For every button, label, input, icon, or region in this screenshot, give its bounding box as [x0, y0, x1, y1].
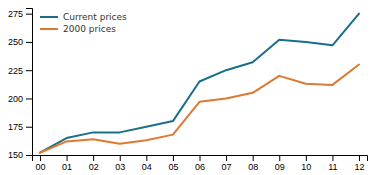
tick: 01: [62, 155, 72, 172]
tick-mark: [26, 98, 32, 99]
plot: 00 01 02 03 04 05 06 07 08 09 10 11 12 150 175 200 225 25…: [8, 9, 368, 173]
legend-item: Current prices: [40, 12, 127, 22]
tick-label: 200: [8, 94, 23, 104]
axis-line: [26, 9, 33, 156]
tick: 08: [248, 155, 258, 172]
tick-mark: [253, 155, 254, 161]
tick-label: 02: [89, 162, 99, 172]
legend-item: 2000 prices: [40, 24, 116, 34]
x-axis: 00 01 02 03 04 05 06 07 08 09 10 11 12: [33, 155, 368, 172]
tick-label: 250: [8, 37, 23, 47]
tick-mark: [26, 70, 32, 71]
tick-mark: [226, 155, 227, 161]
tick: 12: [355, 155, 365, 172]
tick-label: 275: [8, 9, 23, 19]
tick: 200: [8, 94, 32, 104]
tick-label: 150: [8, 150, 23, 160]
tick-label: 11: [328, 162, 337, 172]
tick-mark: [93, 155, 94, 161]
tick-label: 01: [62, 162, 72, 172]
tick-label: 00: [35, 162, 45, 172]
tick: 225: [8, 66, 32, 76]
tick: 06: [195, 155, 205, 172]
tick: 07: [222, 155, 232, 172]
tick-mark: [306, 155, 307, 161]
lines: [40, 14, 359, 153]
tick: 150: [8, 150, 32, 160]
tick-mark: [173, 155, 174, 161]
tick-mark: [279, 155, 280, 161]
legend-swatch: [40, 16, 58, 18]
legend: Current prices 2000 prices: [40, 12, 127, 34]
legend-swatch: [40, 28, 58, 30]
tick-label: 06: [195, 162, 205, 172]
tick-label: 05: [168, 162, 178, 172]
line: [40, 65, 359, 153]
tick-label: 08: [248, 162, 258, 172]
tick-mark: [332, 155, 333, 161]
tick: 11: [328, 155, 337, 172]
tick: 275: [8, 9, 32, 19]
tick-mark: [26, 14, 32, 15]
tick-mark: [26, 127, 32, 128]
legend-label: Current prices: [63, 12, 127, 22]
tick-label: 225: [8, 66, 23, 76]
tick-mark: [26, 155, 32, 156]
line: [40, 14, 359, 153]
tick: 250: [8, 37, 32, 47]
tick-mark: [359, 155, 360, 161]
tick-mark: [67, 155, 68, 161]
legend-label: 2000 prices: [63, 24, 116, 34]
axis-line: [33, 156, 368, 162]
tick: 05: [168, 155, 178, 172]
tick: 10: [301, 155, 311, 172]
tick: 03: [115, 155, 125, 172]
tick-mark: [40, 155, 41, 161]
tick: 00: [35, 155, 45, 172]
tick-label: 10: [301, 162, 311, 172]
tick: 09: [275, 155, 285, 172]
tick-label: 03: [115, 162, 125, 172]
tick: 175: [8, 122, 32, 132]
tick-label: 175: [8, 122, 23, 132]
tick-mark: [26, 42, 32, 43]
tick: 02: [89, 155, 99, 172]
tick-label: 09: [275, 162, 285, 172]
tick-mark: [120, 155, 121, 161]
tick-label: 07: [222, 162, 232, 172]
tick-mark: [146, 155, 147, 161]
y-axis: 150 175 200 225 250 275: [8, 9, 33, 161]
tick-label: 04: [142, 162, 152, 172]
tick-mark: [200, 155, 201, 161]
chart: 00 01 02 03 04 05 06 07 08 09 10 11 12 150 175 200 225 25…: [0, 0, 377, 175]
tick-label: 12: [355, 162, 365, 172]
tick: 04: [142, 155, 152, 172]
